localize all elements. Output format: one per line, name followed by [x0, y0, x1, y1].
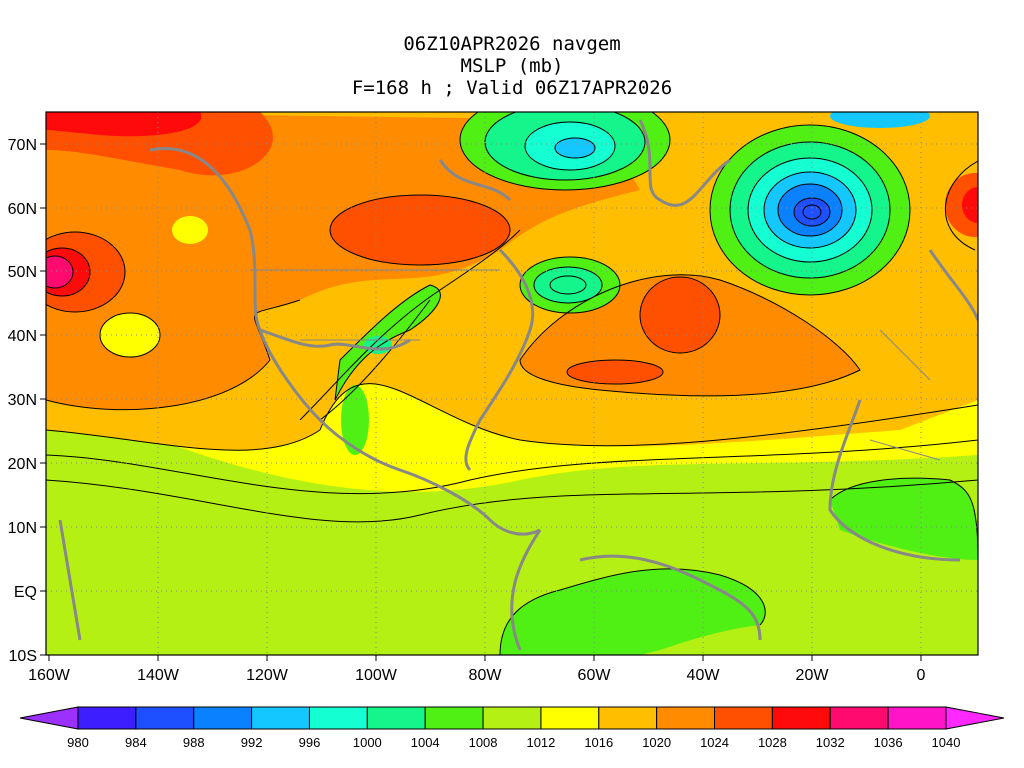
colorbar-tick-label: 988 — [183, 735, 205, 750]
colorbar-swatch — [135, 706, 195, 730]
colorbar-swatch — [887, 706, 947, 730]
coastlines — [58, 119, 978, 651]
colorbar-tick-label: 1008 — [469, 735, 498, 750]
colorbar-swatch — [251, 706, 310, 730]
colorbar-tick-label: 1028 — [758, 735, 787, 750]
colorbar-tick-label: 1016 — [584, 735, 613, 750]
colorbar-tick-label: 1004 — [411, 735, 440, 750]
colorbar-swatch — [714, 706, 773, 730]
lon-label-40w: 40W — [687, 667, 721, 684]
weak-high-pacific — [100, 313, 160, 357]
lat-label-40n: 40N — [8, 328, 37, 345]
lat-label-20n: 20N — [8, 456, 37, 473]
core-pacific-1036 — [46, 256, 73, 288]
colorbar-swatch — [598, 706, 658, 730]
tick-marks — [40, 143, 922, 661]
colorbar-swatch — [656, 706, 716, 730]
low-west-africa — [830, 478, 978, 560]
graticule — [46, 112, 978, 655]
lon-label-100w: 100W — [355, 667, 398, 684]
pressure-field — [46, 112, 978, 655]
lat-label-60n: 60N — [8, 201, 37, 218]
political-boundaries — [250, 269, 941, 461]
core-alaska-1032 — [46, 112, 202, 137]
lat-label-50n: 50N — [8, 264, 37, 281]
trough-central-us — [335, 285, 441, 400]
core-azores-1028 — [640, 277, 720, 353]
colorbar-tick-label: 984 — [125, 735, 147, 750]
low-newengland-1004 — [534, 267, 602, 303]
longitude-labels: 160W 140W 120W 100W 80W 60W 40W 20W 0 — [28, 667, 925, 684]
map-title-line3: F=168 h ; Valid 06Z17APR2026 — [351, 77, 673, 99]
colorbar-tick-label: 1000 — [353, 735, 382, 750]
colorbar-tick-label: 992 — [241, 735, 263, 750]
lon-label-20w: 20W — [796, 667, 830, 684]
colorbar-swatch — [771, 706, 831, 730]
lon-label-80w: 80W — [469, 667, 503, 684]
colorbar-swatch — [193, 706, 253, 730]
colorbar-tick-label: 1020 — [642, 735, 671, 750]
map-title-line2: MSLP (mb) — [460, 55, 564, 77]
core-europe-1028 — [945, 173, 978, 237]
colorbar: 980 984 988 992 996 1000 1004 1008 1012 1016 1020 1… — [19, 706, 1005, 750]
colorbar-arrow-low — [19, 706, 79, 730]
lon-label-60w: 60W — [578, 667, 612, 684]
core-canada-1028 — [330, 195, 510, 265]
low-south-america — [500, 568, 766, 655]
low-central-us-1004 — [364, 336, 392, 354]
lat-label-10n: 10N — [8, 520, 37, 537]
plot-frame — [45, 111, 979, 656]
colorbar-tick-label: 1036 — [874, 735, 903, 750]
colorbar-swatch — [77, 706, 137, 730]
lat-label-10s: 10S — [9, 648, 37, 665]
isobars — [46, 112, 978, 655]
colorbar-tick-label: 1040 — [932, 735, 961, 750]
lon-label-120w: 120W — [246, 667, 289, 684]
lon-label-140w: 140W — [137, 667, 180, 684]
low-labrador-996 — [555, 138, 595, 158]
latitude-labels: 70N 60N 50N 40N 30N 20N 10N EQ 10S — [8, 137, 37, 665]
colorbar-swatch — [424, 706, 484, 730]
colorbar-swatch — [540, 706, 600, 730]
lon-label-160w: 160W — [28, 667, 71, 684]
low-greenland-sea — [830, 112, 930, 128]
lon-label-0: 0 — [917, 667, 926, 684]
colorbar-tick-label: 1012 — [526, 735, 555, 750]
colorbar-swatch — [366, 706, 426, 730]
colorbar-swatch — [482, 706, 542, 730]
core-atlantic-1028 — [567, 360, 663, 384]
colorbar-tick-label: 980 — [67, 735, 89, 750]
colorbar-swatch — [308, 706, 368, 730]
colorbar-tick-label: 1024 — [700, 735, 729, 750]
lat-label-eq: EQ — [14, 584, 37, 601]
colorbar-tick-label: 1032 — [816, 735, 845, 750]
lat-label-70n: 70N — [8, 137, 37, 154]
lat-label-30n: 30N — [8, 392, 37, 409]
band-1024-west — [46, 112, 640, 410]
core-europe-1032 — [962, 187, 978, 223]
colorbar-swatch — [829, 706, 889, 730]
low-mexico — [341, 385, 369, 455]
map-title-line1: 06Z10APR2026 navgem — [403, 33, 621, 55]
colorbar-tick-label: 996 — [299, 735, 321, 750]
weak-high-alaska — [172, 216, 208, 244]
colorbar-arrow-high — [945, 706, 1005, 730]
